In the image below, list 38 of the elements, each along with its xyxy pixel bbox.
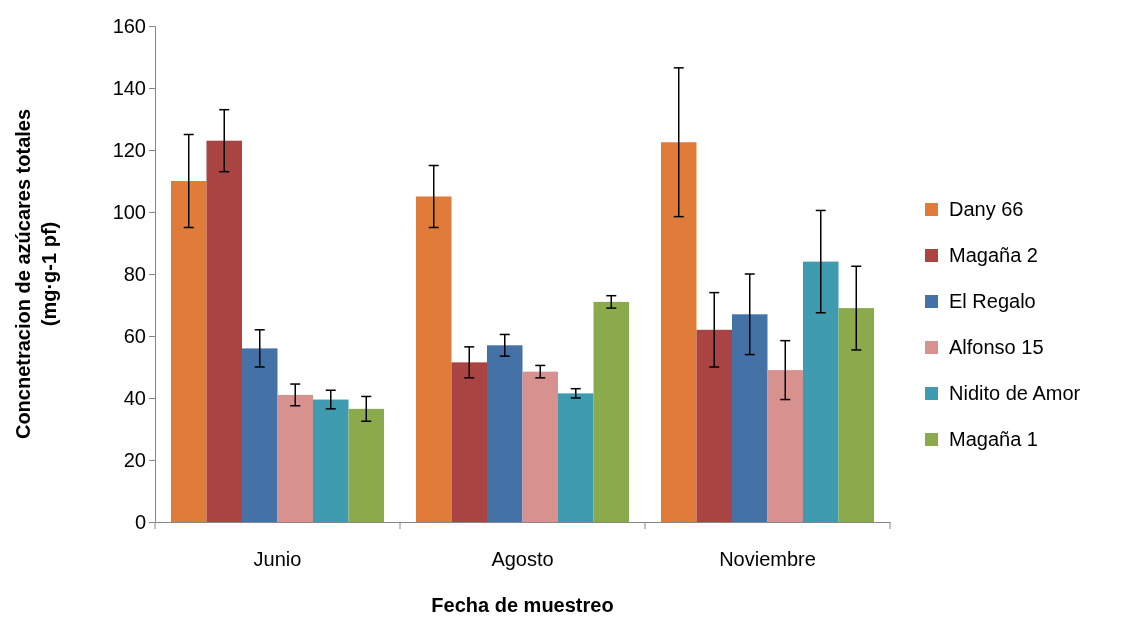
- x-axis-title: Fecha de muestreo: [431, 594, 614, 616]
- bar: [170, 181, 207, 522]
- legend-label: Nidito de Amor: [949, 382, 1081, 404]
- y-tick-label: 0: [134, 510, 146, 533]
- x-tick-label: Agosto: [491, 548, 554, 571]
- y-axis-title: Concnetracion de azúcares totales (mg·g-1 pf): [12, 108, 60, 440]
- legend-label: Alfonso 15: [949, 336, 1044, 358]
- bar: [660, 142, 697, 522]
- bar: [767, 370, 804, 522]
- bar: [313, 399, 349, 522]
- bar: [277, 394, 314, 522]
- legend-label: Dany 66: [949, 198, 1024, 220]
- y-tick-label: 100: [112, 200, 146, 223]
- bar: [486, 345, 523, 522]
- bar: [522, 371, 559, 522]
- bar: [838, 308, 875, 522]
- y-tick-label: 60: [123, 324, 146, 347]
- y-tick-label: 20: [123, 448, 146, 471]
- legend-label: Magaña 2: [949, 244, 1038, 266]
- y-tick-label: 80: [123, 262, 146, 285]
- bar: [241, 348, 278, 522]
- bar: [696, 329, 732, 522]
- bar: [558, 393, 594, 522]
- bar: [206, 140, 242, 522]
- bar: [593, 301, 630, 522]
- bar: [803, 261, 839, 522]
- bar: [731, 314, 768, 522]
- x-tick-label: Junio: [253, 548, 302, 571]
- y-tick-label: 40: [123, 386, 146, 409]
- bar: [348, 408, 385, 522]
- y-tick-label: 160: [112, 14, 146, 37]
- y-tick-label: 140: [112, 76, 146, 99]
- bar: [415, 196, 452, 522]
- bar: [451, 362, 487, 522]
- legend-label: Magaña 1: [949, 428, 1038, 450]
- legend-label: El Regalo: [949, 290, 1036, 312]
- x-tick-label: Noviembre: [719, 548, 816, 571]
- y-tick-label: 120: [112, 138, 146, 161]
